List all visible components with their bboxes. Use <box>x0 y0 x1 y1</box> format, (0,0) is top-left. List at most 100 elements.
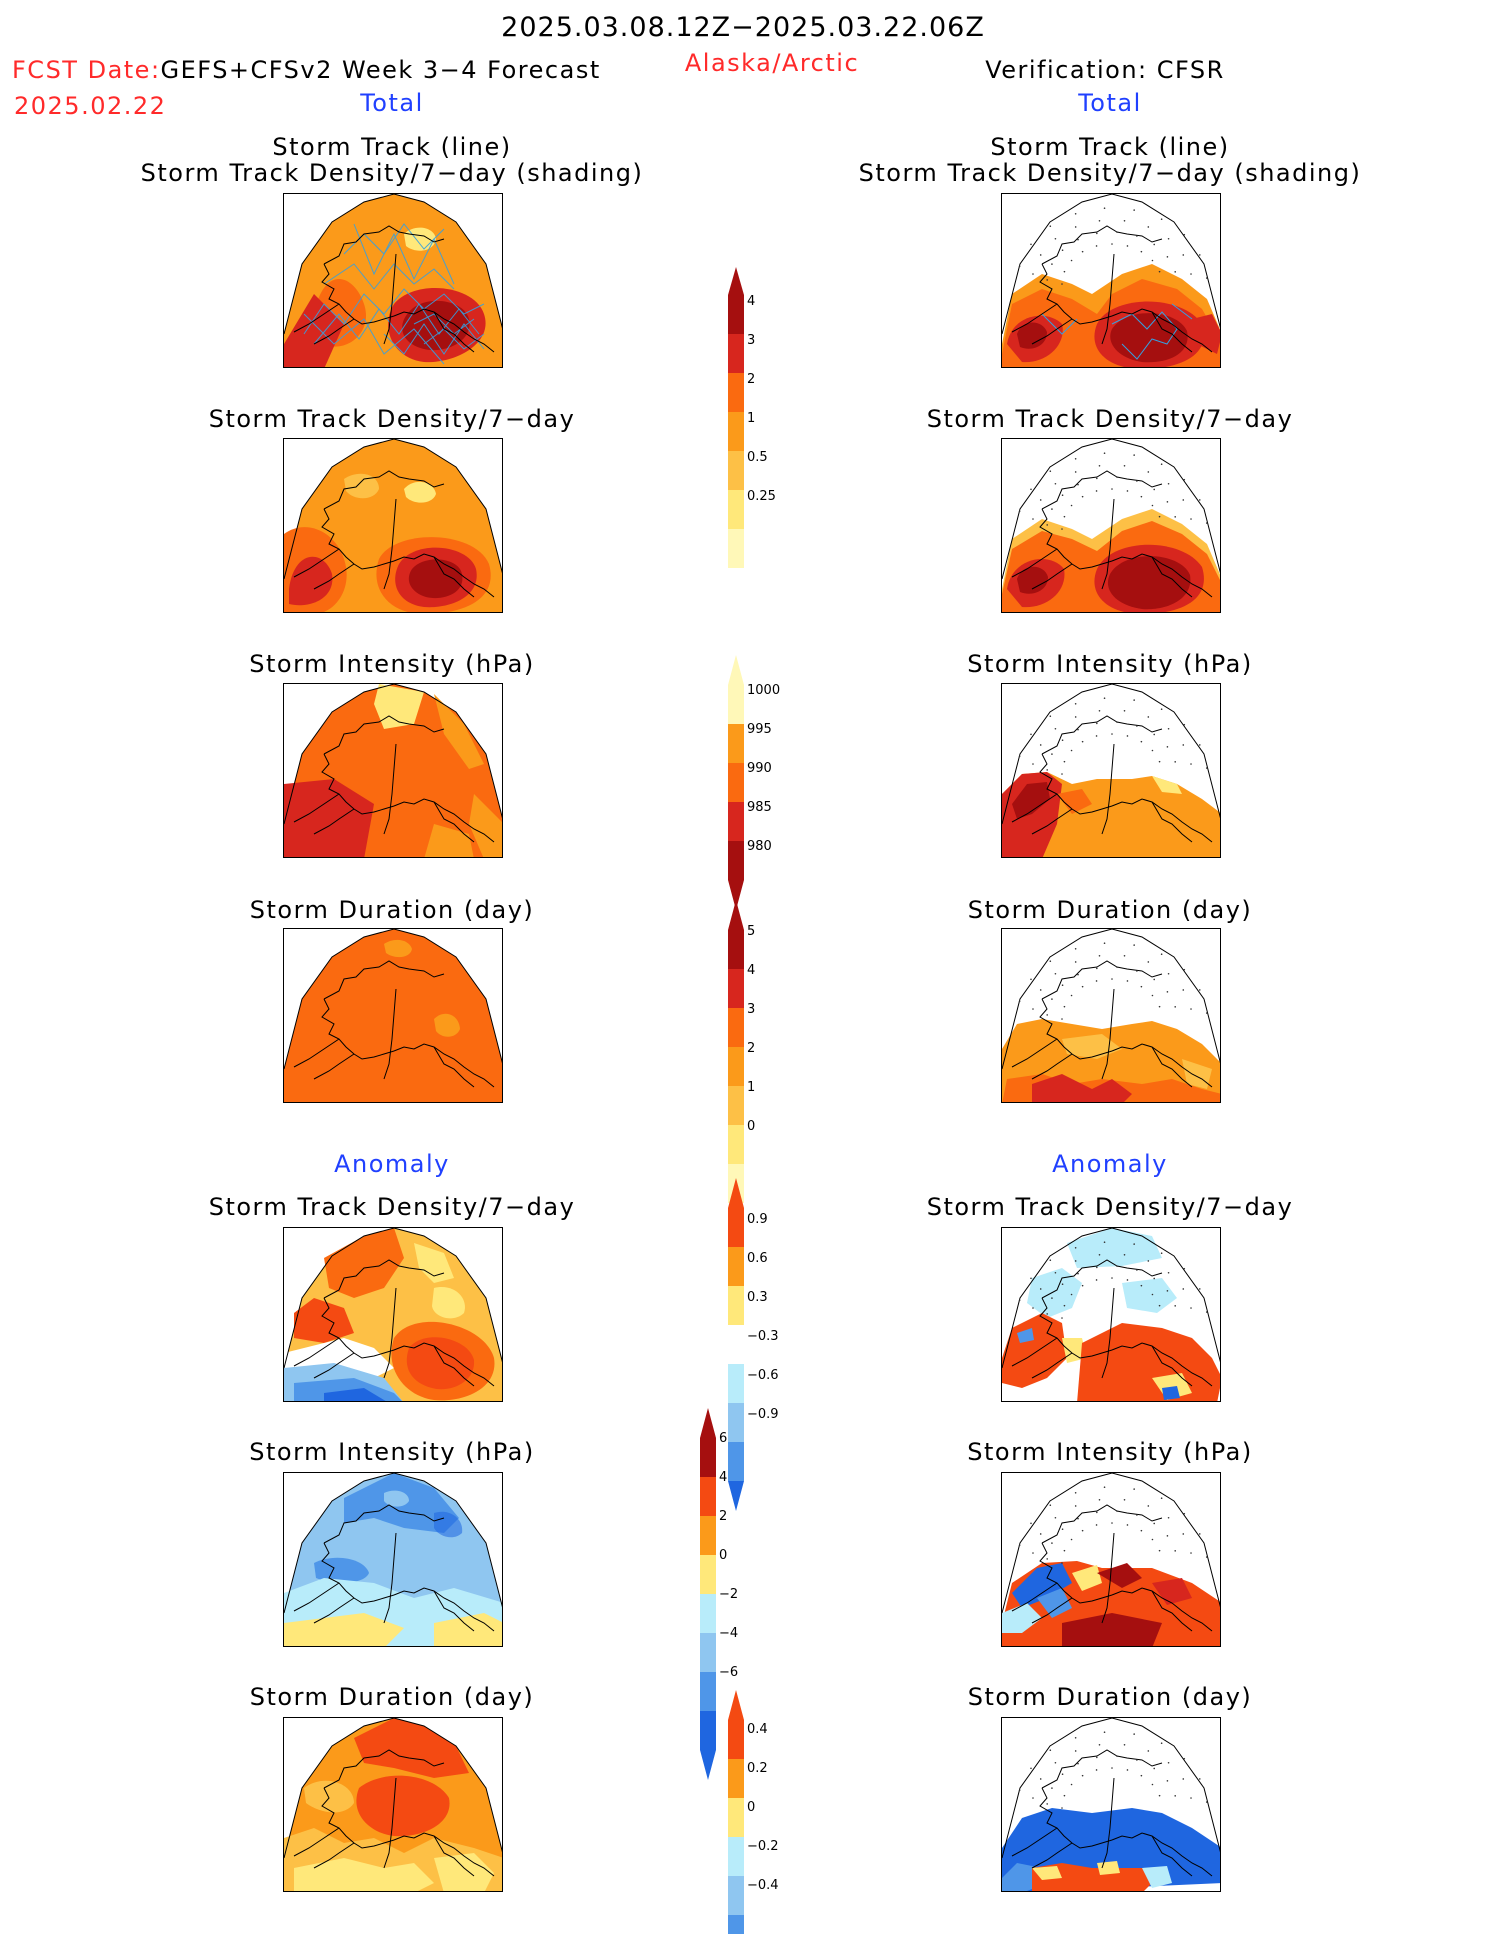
colorbar-segment <box>728 1364 744 1403</box>
colorbar-arrow-bottom <box>728 880 744 910</box>
map-density-forecast-svg <box>284 439 502 612</box>
title-intensity-anom-right: Storm Intensity (hPa) <box>967 1438 1253 1466</box>
colorbar-segment <box>728 1720 744 1759</box>
colorbar-tick-label: 1 <box>747 1080 755 1095</box>
map-intensity-anom-verification <box>1001 1472 1221 1647</box>
colorbar-arrow-top <box>728 267 744 295</box>
colorbar-tick-label: −4 <box>719 1626 738 1641</box>
map-density-anom-verification-svg <box>1002 1228 1220 1401</box>
colorbar-tick-label: −0.4 <box>747 1878 779 1893</box>
colorbar-tick-label: 0.9 <box>747 1212 768 1227</box>
colorbar-density-total: 0.25 0.5 1 2 3 4 <box>722 265 782 596</box>
colorbar-segment <box>728 1008 744 1047</box>
colorbar-tick-label: 0.2 <box>747 1761 768 1776</box>
title-density-anom-left: Storm Track Density/7−day <box>208 1193 576 1221</box>
colorbar-segment <box>728 969 744 1008</box>
fcst-label: FCST Date: <box>12 56 161 84</box>
period-title: 2025.03.08.12Z−2025.03.22.06Z <box>501 12 985 43</box>
verification-label: Verification: CFSR <box>985 56 1225 84</box>
colorbar-density-anom: −0.9 −0.6 −0.3 0.3 0.6 0.9 <box>722 1178 782 1511</box>
colorbar-tick-label: 4 <box>719 1470 727 1485</box>
map-track-forecast <box>283 193 503 368</box>
map-density-anom-forecast-svg <box>284 1228 502 1401</box>
colorbar-segment <box>728 1286 744 1325</box>
map-density-verification-svg <box>1002 439 1220 612</box>
colorbar-segment <box>728 1837 744 1876</box>
map-duration-anom-verification-svg <box>1002 1718 1220 1891</box>
colorbar-segment <box>728 763 744 802</box>
map-track-forecast-svg <box>284 194 502 367</box>
title-duration-anom-left: Storm Duration (day) <box>249 1683 535 1711</box>
title-track-line-left: Storm Track (line) <box>272 133 512 161</box>
map-density-anom-forecast <box>283 1227 503 1402</box>
colorbar-tick-label: 985 <box>747 800 772 815</box>
colorbar-segment <box>728 930 744 969</box>
colorbar-segment <box>728 451 744 490</box>
map-duration-anom-verification <box>1001 1717 1221 1892</box>
map-duration-anom-forecast <box>283 1717 503 1892</box>
colorbar-segment <box>700 1672 716 1711</box>
colorbar-segment <box>700 1516 716 1555</box>
map-intensity-forecast <box>283 683 503 858</box>
colorbar-segment <box>728 490 744 529</box>
fcst-model: GEFS+CFSv2 Week 3−4 Forecast <box>160 56 601 84</box>
title-track-shading-left: Storm Track Density/7−day (shading) <box>140 159 644 187</box>
colorbar-segment <box>728 685 744 724</box>
fcst-date-label: FCST Date:GEFS+CFSv2 Week 3−4 Forecast <box>12 58 601 82</box>
colorbar-segment <box>728 1047 744 1086</box>
colorbar-segment <box>728 373 744 412</box>
colorbar-tick-label: 4 <box>747 963 755 978</box>
anomaly-label-left: Anomaly <box>334 1150 450 1178</box>
colorbar-tick-label: 995 <box>747 722 772 737</box>
colorbar-segment <box>728 1325 744 1364</box>
colorbar-segment <box>728 1759 744 1798</box>
map-duration-forecast-svg <box>284 929 502 1102</box>
colorbar-tick-label: 1000 <box>747 683 780 698</box>
colorbar-tick-label: −0.2 <box>747 1839 779 1854</box>
colorbar-tick-label: 0.3 <box>747 1290 768 1305</box>
region-label: Alaska/Arctic <box>684 49 860 77</box>
colorbar-density-total-svg: 0.25 0.5 1 2 3 4 <box>728 267 776 596</box>
total-label-left: Total <box>360 89 424 117</box>
title-track-line-right: Storm Track (line) <box>990 133 1230 161</box>
colorbar-duration-total: 0 1 2 3 4 5 <box>722 890 782 1233</box>
colorbar-tick-label: −6 <box>719 1665 738 1680</box>
colorbar-duration-anom-svg: −0.4 −0.2 0 0.2 0.4 <box>728 1690 779 1934</box>
title-duration-anom-right: Storm Duration (day) <box>967 1683 1253 1711</box>
colorbar-segment <box>700 1633 716 1672</box>
colorbar-segment <box>700 1555 716 1594</box>
colorbar-tick-label: −0.6 <box>747 1368 779 1383</box>
colorbar-tick-label: 0 <box>747 1119 755 1134</box>
map-duration-forecast <box>283 928 503 1103</box>
title-intensity-anom-left: Storm Intensity (hPa) <box>249 1438 535 1466</box>
colorbar-tick-label: 0.4 <box>747 1722 768 1737</box>
map-intensity-anom-forecast <box>283 1472 503 1647</box>
title-density-right: Storm Track Density/7−day <box>926 405 1294 433</box>
colorbar-tick-label: 6 <box>719 1431 727 1446</box>
colorbar-tick-label: −2 <box>719 1587 738 1602</box>
colorbar-duration-total-svg: 0 1 2 3 4 5 <box>728 900 755 1233</box>
title-density-left: Storm Track Density/7−day <box>208 405 576 433</box>
map-density-forecast <box>283 438 503 613</box>
colorbar-segment <box>728 295 744 334</box>
colorbar-tick-label: 4 <box>747 294 755 309</box>
title-track-shading-right: Storm Track Density/7−day (shading) <box>858 159 1362 187</box>
colorbar-intensity-anom-svg: −6 −4 −2 0 2 4 6 <box>700 1408 738 1780</box>
colorbar-tick-label: 990 <box>747 761 772 776</box>
title-density-anom-right: Storm Track Density/7−day <box>926 1193 1294 1221</box>
map-intensity-verification <box>1001 683 1221 858</box>
map-density-verification <box>1001 438 1221 613</box>
map-density-anom-verification <box>1001 1227 1221 1402</box>
colorbar-arrow-top <box>728 655 744 685</box>
map-duration-anom-forecast-svg <box>284 1718 502 1891</box>
colorbar-segment <box>728 1403 744 1442</box>
colorbar-intensity-total-svg: 980 985 990 995 1000 <box>728 655 780 910</box>
colorbar-segment <box>700 1711 716 1750</box>
map-duration-verification <box>1001 928 1221 1103</box>
colorbar-segment <box>728 1247 744 1286</box>
colorbar-tick-label: −0.3 <box>747 1329 779 1344</box>
map-duration-verification-svg <box>1002 929 1220 1102</box>
colorbar-tick-label: 5 <box>747 924 755 939</box>
colorbar-tick-label: 2 <box>747 1041 755 1056</box>
colorbar-arrow-top <box>728 1178 744 1208</box>
